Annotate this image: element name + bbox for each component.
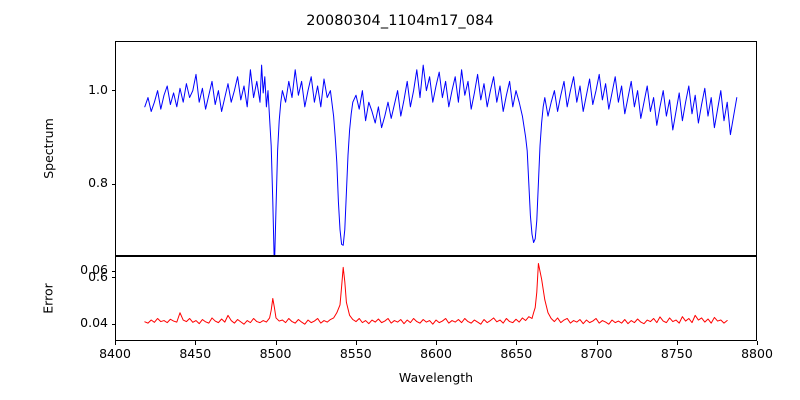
x-tick-label: 8600 <box>420 346 452 361</box>
error-y-tick-mark <box>111 271 115 272</box>
x-tick-mark <box>597 341 598 345</box>
error-y-tick-mark <box>111 324 115 325</box>
spectrum-y-tick-mark <box>111 90 115 91</box>
error-axis-label: Error <box>40 283 56 314</box>
error-y-tick-label: 0.06 <box>80 262 108 278</box>
x-tick-label: 8750 <box>660 346 693 361</box>
x-tick-mark <box>516 341 517 345</box>
x-axis-label: Wavelength <box>398 370 474 385</box>
x-tick-label: 8800 <box>741 346 773 361</box>
spectrum-y-tick-label: 1.0 <box>88 81 108 97</box>
x-tick-label: 8450 <box>179 346 212 361</box>
error-plot-area <box>115 256 757 341</box>
x-tick-mark <box>195 341 196 345</box>
spectrum-axis-label: Spectrum <box>40 118 56 179</box>
spectrum-y-tick-label: 0.6 <box>88 268 108 284</box>
x-tick-mark <box>276 341 277 345</box>
x-tick-label: 8650 <box>500 346 533 361</box>
error-data-line <box>116 257 756 340</box>
page-title: 20080304_1104m17_084 <box>306 13 494 29</box>
spectrum-y-tick-label: 0.8 <box>88 175 108 191</box>
x-tick-label: 8550 <box>339 346 372 361</box>
spectrum-y-tick-mark <box>111 277 115 278</box>
x-tick-label: 8400 <box>99 346 131 361</box>
spectrum-y-tick-mark <box>111 184 115 185</box>
spectrum-data-line <box>116 42 756 255</box>
x-tick-mark <box>115 341 116 345</box>
x-tick-label: 8500 <box>259 346 292 361</box>
x-tick-label: 8700 <box>580 346 613 361</box>
x-tick-mark <box>356 341 357 345</box>
spectrum-plot-area <box>115 41 757 256</box>
x-tick-mark <box>677 341 678 345</box>
error-y-tick-label: 0.04 <box>80 315 108 331</box>
x-tick-mark <box>757 341 758 345</box>
x-tick-mark <box>436 341 437 345</box>
